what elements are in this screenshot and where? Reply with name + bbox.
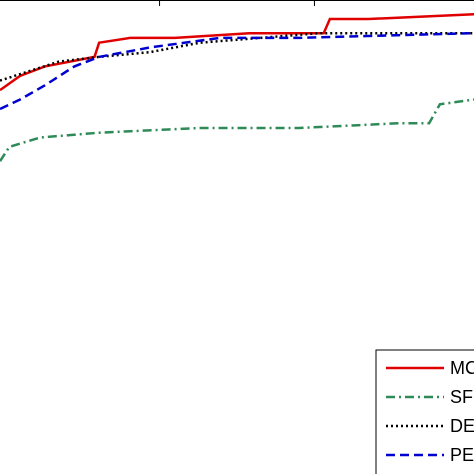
legend-box — [375, 349, 474, 474]
legend-label: MC — [450, 358, 474, 378]
line-series — [0, 12, 474, 92]
line-series — [0, 31, 474, 111]
legend-label: DE — [450, 416, 474, 436]
line-series — [0, 98, 474, 162]
line-series — [0, 31, 474, 82]
legend-label: PE — [450, 445, 474, 465]
legend-label: SF — [450, 387, 473, 407]
